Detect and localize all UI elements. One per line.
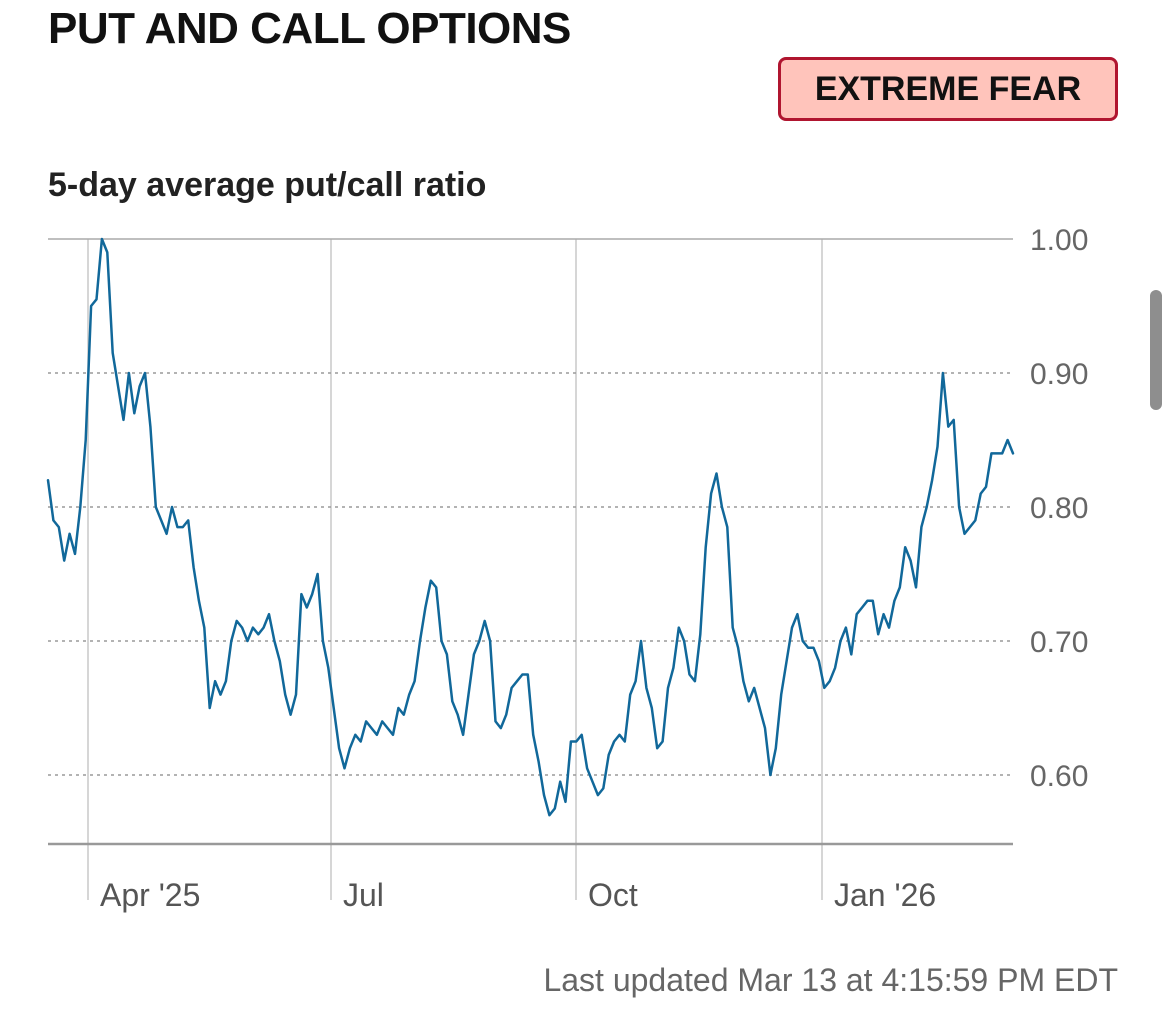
y-tick-label: 0.70 [1030,626,1088,659]
x-tick-label: Jan '26 [834,877,936,913]
x-tick-label: Oct [588,877,638,913]
status-badge: EXTREME FEAR [778,57,1118,121]
scrollbar-thumb[interactable] [1150,290,1162,410]
y-tick-label: 0.60 [1030,760,1088,793]
last-updated-text: Last updated Mar 13 at 4:15:59 PM EDT [543,962,1118,998]
y-tick-label: 0.80 [1030,492,1088,525]
y-tick-label: 0.90 [1030,358,1088,391]
x-tick-label: Apr '25 [100,877,200,913]
x-tick-label: Jul [343,877,384,913]
ratio-series-line [46,237,1015,817]
y-tick-label: 1.00 [1030,224,1088,257]
page-title: PUT AND CALL OPTIONS [48,4,571,53]
chart-subtitle: 5-day average put/call ratio [48,166,487,204]
